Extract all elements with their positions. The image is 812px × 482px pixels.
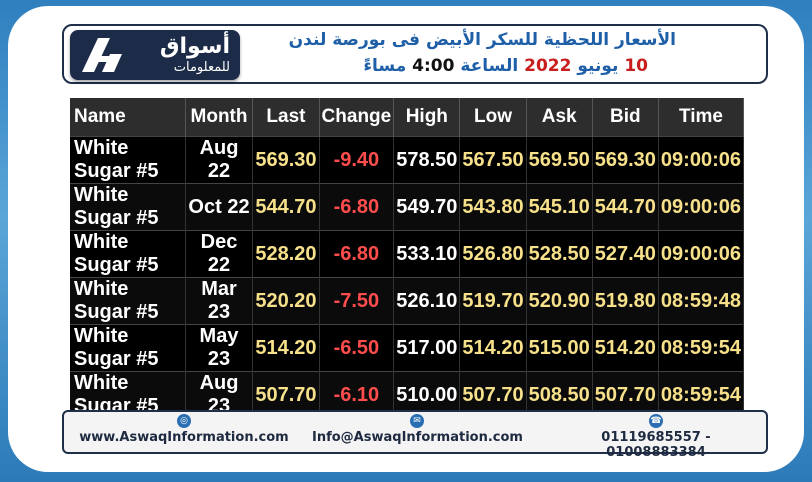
cell-ask: 545.10 xyxy=(526,183,593,231)
cell-time: 09:00:06 xyxy=(658,183,745,231)
col-header-time: Time xyxy=(658,98,745,137)
col-header-ask: Ask xyxy=(526,98,593,137)
mail-icon: ✉ xyxy=(410,414,424,428)
cell-month: Dec 22 xyxy=(185,230,254,278)
table-row: White Sugar #5 Aug 22 569.30 -9.40 578.5… xyxy=(70,136,745,184)
time-value: 4:00 xyxy=(412,56,455,76)
table-row: White Sugar #5 May 23 514.20 -6.50 517.0… xyxy=(70,324,745,372)
table-row: White Sugar #5 Dec 22 528.20 -6.80 533.1… xyxy=(70,230,745,278)
cell-bid: 514.20 xyxy=(592,324,659,372)
cell-bid: 519.80 xyxy=(592,277,659,325)
cell-last: 569.30 xyxy=(252,136,320,184)
cell-low: 567.50 xyxy=(459,136,527,184)
cell-name: White Sugar #5 xyxy=(70,324,186,372)
cell-month: Oct 22 xyxy=(185,183,254,231)
col-header-bid: Bid xyxy=(592,98,659,137)
cell-change: -6.80 xyxy=(319,183,395,231)
date-day: 10 xyxy=(624,56,648,76)
cell-last: 544.70 xyxy=(252,183,320,231)
cell-name: White Sugar #5 xyxy=(70,277,186,325)
email-link[interactable]: Info@AswaqInformation.com xyxy=(312,430,523,445)
cell-change: -7.50 xyxy=(319,277,395,325)
table-row: White Sugar #5 Oct 22 544.70 -6.80 549.7… xyxy=(70,183,745,231)
time-label: الساعة xyxy=(460,56,519,76)
cell-month: Aug 22 xyxy=(185,136,254,184)
phone-icon: ☎ xyxy=(649,414,663,428)
cell-last: 528.20 xyxy=(252,230,320,278)
cell-high: 517.00 xyxy=(393,324,461,372)
cell-low: 519.70 xyxy=(459,277,527,325)
cell-time: 08:59:48 xyxy=(658,277,745,325)
globe-icon: ◎ xyxy=(177,414,191,428)
cell-name: White Sugar #5 xyxy=(70,230,186,278)
logo-subtitle: للمعلومات xyxy=(173,60,230,75)
cell-ask: 569.50 xyxy=(526,136,593,184)
cell-low: 543.80 xyxy=(459,183,527,231)
page-title: الأسعار اللحظية للسكر الأبيض فى بورصة لن… xyxy=(288,30,676,50)
cell-month: May 23 xyxy=(185,324,254,372)
website-item[interactable]: ◎ www.AswaqInformation.com xyxy=(74,414,294,445)
cell-last: 520.20 xyxy=(252,277,320,325)
cell-change: -6.80 xyxy=(319,230,395,278)
cell-high: 549.70 xyxy=(393,183,461,231)
cell-high: 526.10 xyxy=(393,277,461,325)
cell-ask: 520.90 xyxy=(526,277,593,325)
cell-name: White Sugar #5 xyxy=(70,183,186,231)
cell-month: Mar 23 xyxy=(185,277,254,325)
logo-name: أسواق xyxy=(159,34,230,59)
cell-ask: 528.50 xyxy=(526,230,593,278)
cell-low: 514.20 xyxy=(459,324,527,372)
cell-time: 09:00:06 xyxy=(658,136,745,184)
cell-bid: 527.40 xyxy=(592,230,659,278)
table-header-row: Name Month Last Change High Low Ask Bid … xyxy=(70,98,745,137)
col-header-name: Name xyxy=(70,98,186,137)
aswaq-logo: أسواق للمعلومات xyxy=(70,30,240,80)
phone-numbers[interactable]: 01119685557 - 01008883384 xyxy=(601,430,711,460)
cell-ask: 515.00 xyxy=(526,324,593,372)
cell-last: 514.20 xyxy=(252,324,320,372)
cell-time: 08:59:54 xyxy=(658,324,745,372)
prices-table: Name Month Last Change High Low Ask Bid … xyxy=(70,98,745,418)
cell-high: 578.50 xyxy=(393,136,461,184)
table-row: White Sugar #5 Mar 23 520.20 -7.50 526.1… xyxy=(70,277,745,325)
cell-bid: 544.70 xyxy=(592,183,659,231)
cell-name: White Sugar #5 xyxy=(70,136,186,184)
date-year: 2022 xyxy=(524,56,572,76)
date-month: يونيو xyxy=(577,56,619,76)
cell-change: -9.40 xyxy=(319,136,395,184)
website-link[interactable]: www.AswaqInformation.com xyxy=(79,430,289,445)
logo-a-icon xyxy=(82,38,122,72)
col-header-last: Last xyxy=(252,98,320,137)
cell-change: -6.50 xyxy=(319,324,395,372)
col-header-month: Month xyxy=(185,98,254,137)
cell-time: 09:00:06 xyxy=(658,230,745,278)
cell-bid: 569.30 xyxy=(592,136,659,184)
phone-item[interactable]: ☎ 01119685557 - 01008883384 xyxy=(550,414,762,460)
col-header-change: Change xyxy=(319,98,395,137)
header-box: أسواق للمعلومات الأسعار اللحظية للسكر ال… xyxy=(62,24,768,84)
time-suffix: مساءً xyxy=(363,56,407,76)
email-item[interactable]: ✉ Info@AswaqInformation.com xyxy=(312,414,523,445)
cell-low: 526.80 xyxy=(459,230,527,278)
date-time-line: 10 يونيو 2022 الساعة 4:00 مساءً xyxy=(363,56,648,76)
contact-footer: ◎ www.AswaqInformation.com ✉ Info@AswaqI… xyxy=(62,410,768,460)
cell-high: 533.10 xyxy=(393,230,461,278)
col-header-low: Low xyxy=(459,98,527,137)
col-header-high: High xyxy=(393,98,461,137)
